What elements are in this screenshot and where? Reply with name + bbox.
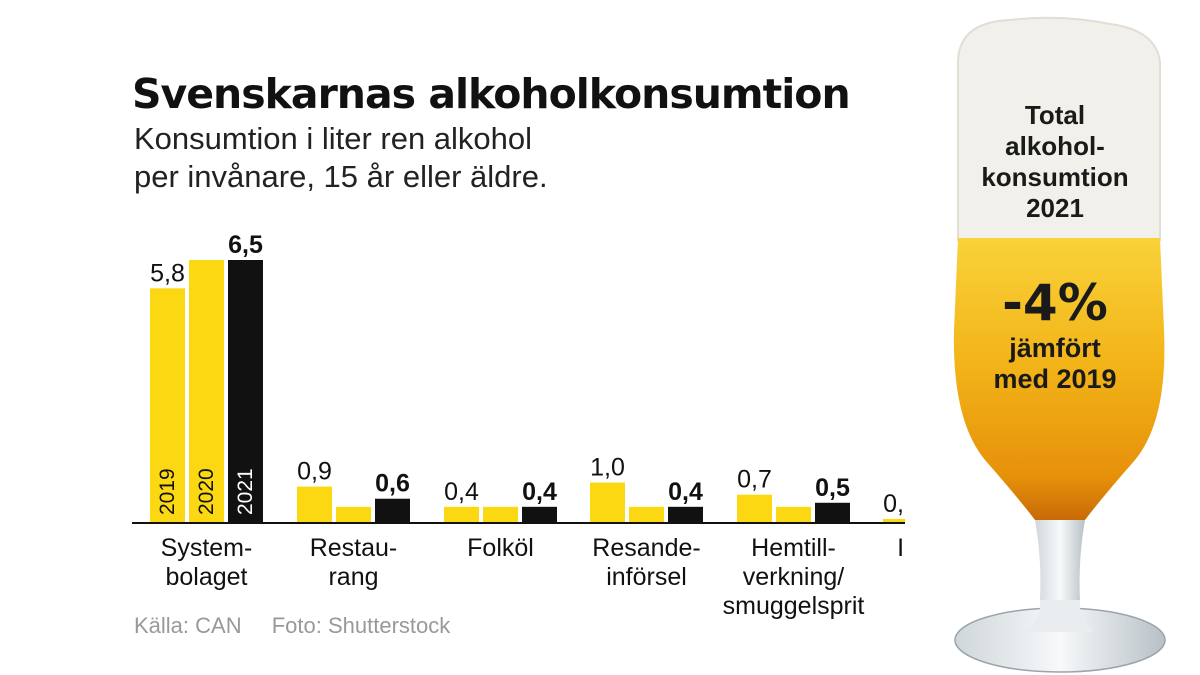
bar-2021-0	[228, 260, 263, 523]
labels-group: 5,8 2019 2020 6,5 2021 0,9 0,6 0,4 0,4 1,0 0,4 0,7 0…	[150, 231, 905, 518]
year-label-2020: 2020	[195, 468, 218, 515]
category-label-1: rang	[328, 563, 378, 591]
year-label-2019: 2019	[156, 468, 179, 515]
value-label-2019-3: 1,0	[590, 454, 625, 482]
value-label-2021-3: 0,4	[668, 478, 703, 506]
total-label-line: alkohol-	[1005, 131, 1105, 161]
bars-group	[150, 260, 905, 523]
bar-2019-3	[590, 482, 625, 523]
value-label-2021-1: 0,6	[375, 470, 410, 498]
footer-credits: Källa: CAN Foto: Shutterstock	[134, 613, 474, 639]
category-label-0: System-	[161, 534, 253, 562]
subtitle-line: Konsumtion i liter ren alkohol	[134, 121, 533, 156]
source-credit: Källa: CAN	[134, 613, 242, 638]
glass-stem	[1025, 600, 1095, 632]
bar-2019-4	[737, 494, 772, 523]
category-label-3: införsel	[606, 563, 687, 591]
category-label-4: verkning/	[743, 563, 844, 591]
value-label-2021-4: 0,5	[815, 474, 850, 502]
value-label-2021-0: 6,5	[228, 231, 263, 259]
change-note: jämfört med 2019	[955, 333, 1155, 395]
change-note-line: jämfört	[1009, 333, 1101, 363]
total-label-line: Total	[1024, 100, 1086, 130]
category-label-3: Resande-	[592, 534, 700, 562]
value-label-2019-5: 0,1	[883, 490, 905, 518]
category-label-2: Folköl	[467, 534, 534, 562]
foam	[957, 16, 1161, 241]
photo-credit: Foto: Shutterstock	[271, 613, 451, 638]
beer	[953, 238, 1165, 520]
bar-2020-3	[629, 506, 664, 523]
bar-2021-4	[815, 502, 850, 523]
category-label-1: Restau-	[310, 534, 398, 562]
bar-2020-2	[483, 506, 518, 523]
total-consumption-label: Total alkohol- konsumtion 2021	[955, 100, 1155, 224]
value-label-2019-1: 0,9	[297, 458, 332, 486]
category-label-4: Hemtill-	[751, 534, 836, 562]
change-percent: -4%	[1002, 274, 1108, 332]
bar-2020-4	[776, 506, 811, 523]
subtitle-line: per invånare, 15 år eller äldre.	[134, 159, 548, 194]
change-note-line: med 2019	[993, 364, 1117, 394]
chart-subtitle: Konsumtion i liter ren alkohol per invån…	[134, 120, 694, 196]
bar-2019-5	[883, 518, 905, 523]
bar-2019-0	[150, 288, 185, 523]
category-label-0: bolaget	[165, 563, 247, 591]
bar-2021-1	[375, 498, 410, 523]
category-label-4: smuggelsprit	[723, 592, 865, 620]
chart-title: Svenskarnas alkoholkonsumtion	[132, 70, 851, 118]
category-labels-group: System-bolaget Restau-rang Folköl Resande-i…	[161, 534, 905, 620]
value-label-2019-0: 5,8	[150, 259, 185, 287]
glass-neck	[1035, 520, 1085, 600]
bar-chart: 5,8 2019 2020 6,5 2021 0,9 0,6 0,4 0,4 1,0 0,4 0,7 0…	[132, 231, 905, 620]
bar-2021-3	[668, 506, 703, 523]
bar-2019-2	[444, 506, 479, 523]
beer-glass-image	[953, 16, 1166, 673]
category-label-5: Internet	[897, 534, 905, 562]
total-label-line: konsumtion	[981, 162, 1129, 192]
bar-2019-1	[297, 486, 332, 523]
value-label-2019-4: 0,7	[737, 466, 772, 494]
value-label-2021-2: 0,4	[522, 478, 557, 506]
value-label-2019-2: 0,4	[444, 478, 479, 506]
bar-2020-0	[189, 260, 224, 523]
total-label-line: 2021	[1026, 193, 1084, 223]
bar-2021-2	[522, 506, 557, 523]
year-label-2021: 2021	[234, 468, 257, 515]
bar-2020-1	[336, 506, 371, 523]
